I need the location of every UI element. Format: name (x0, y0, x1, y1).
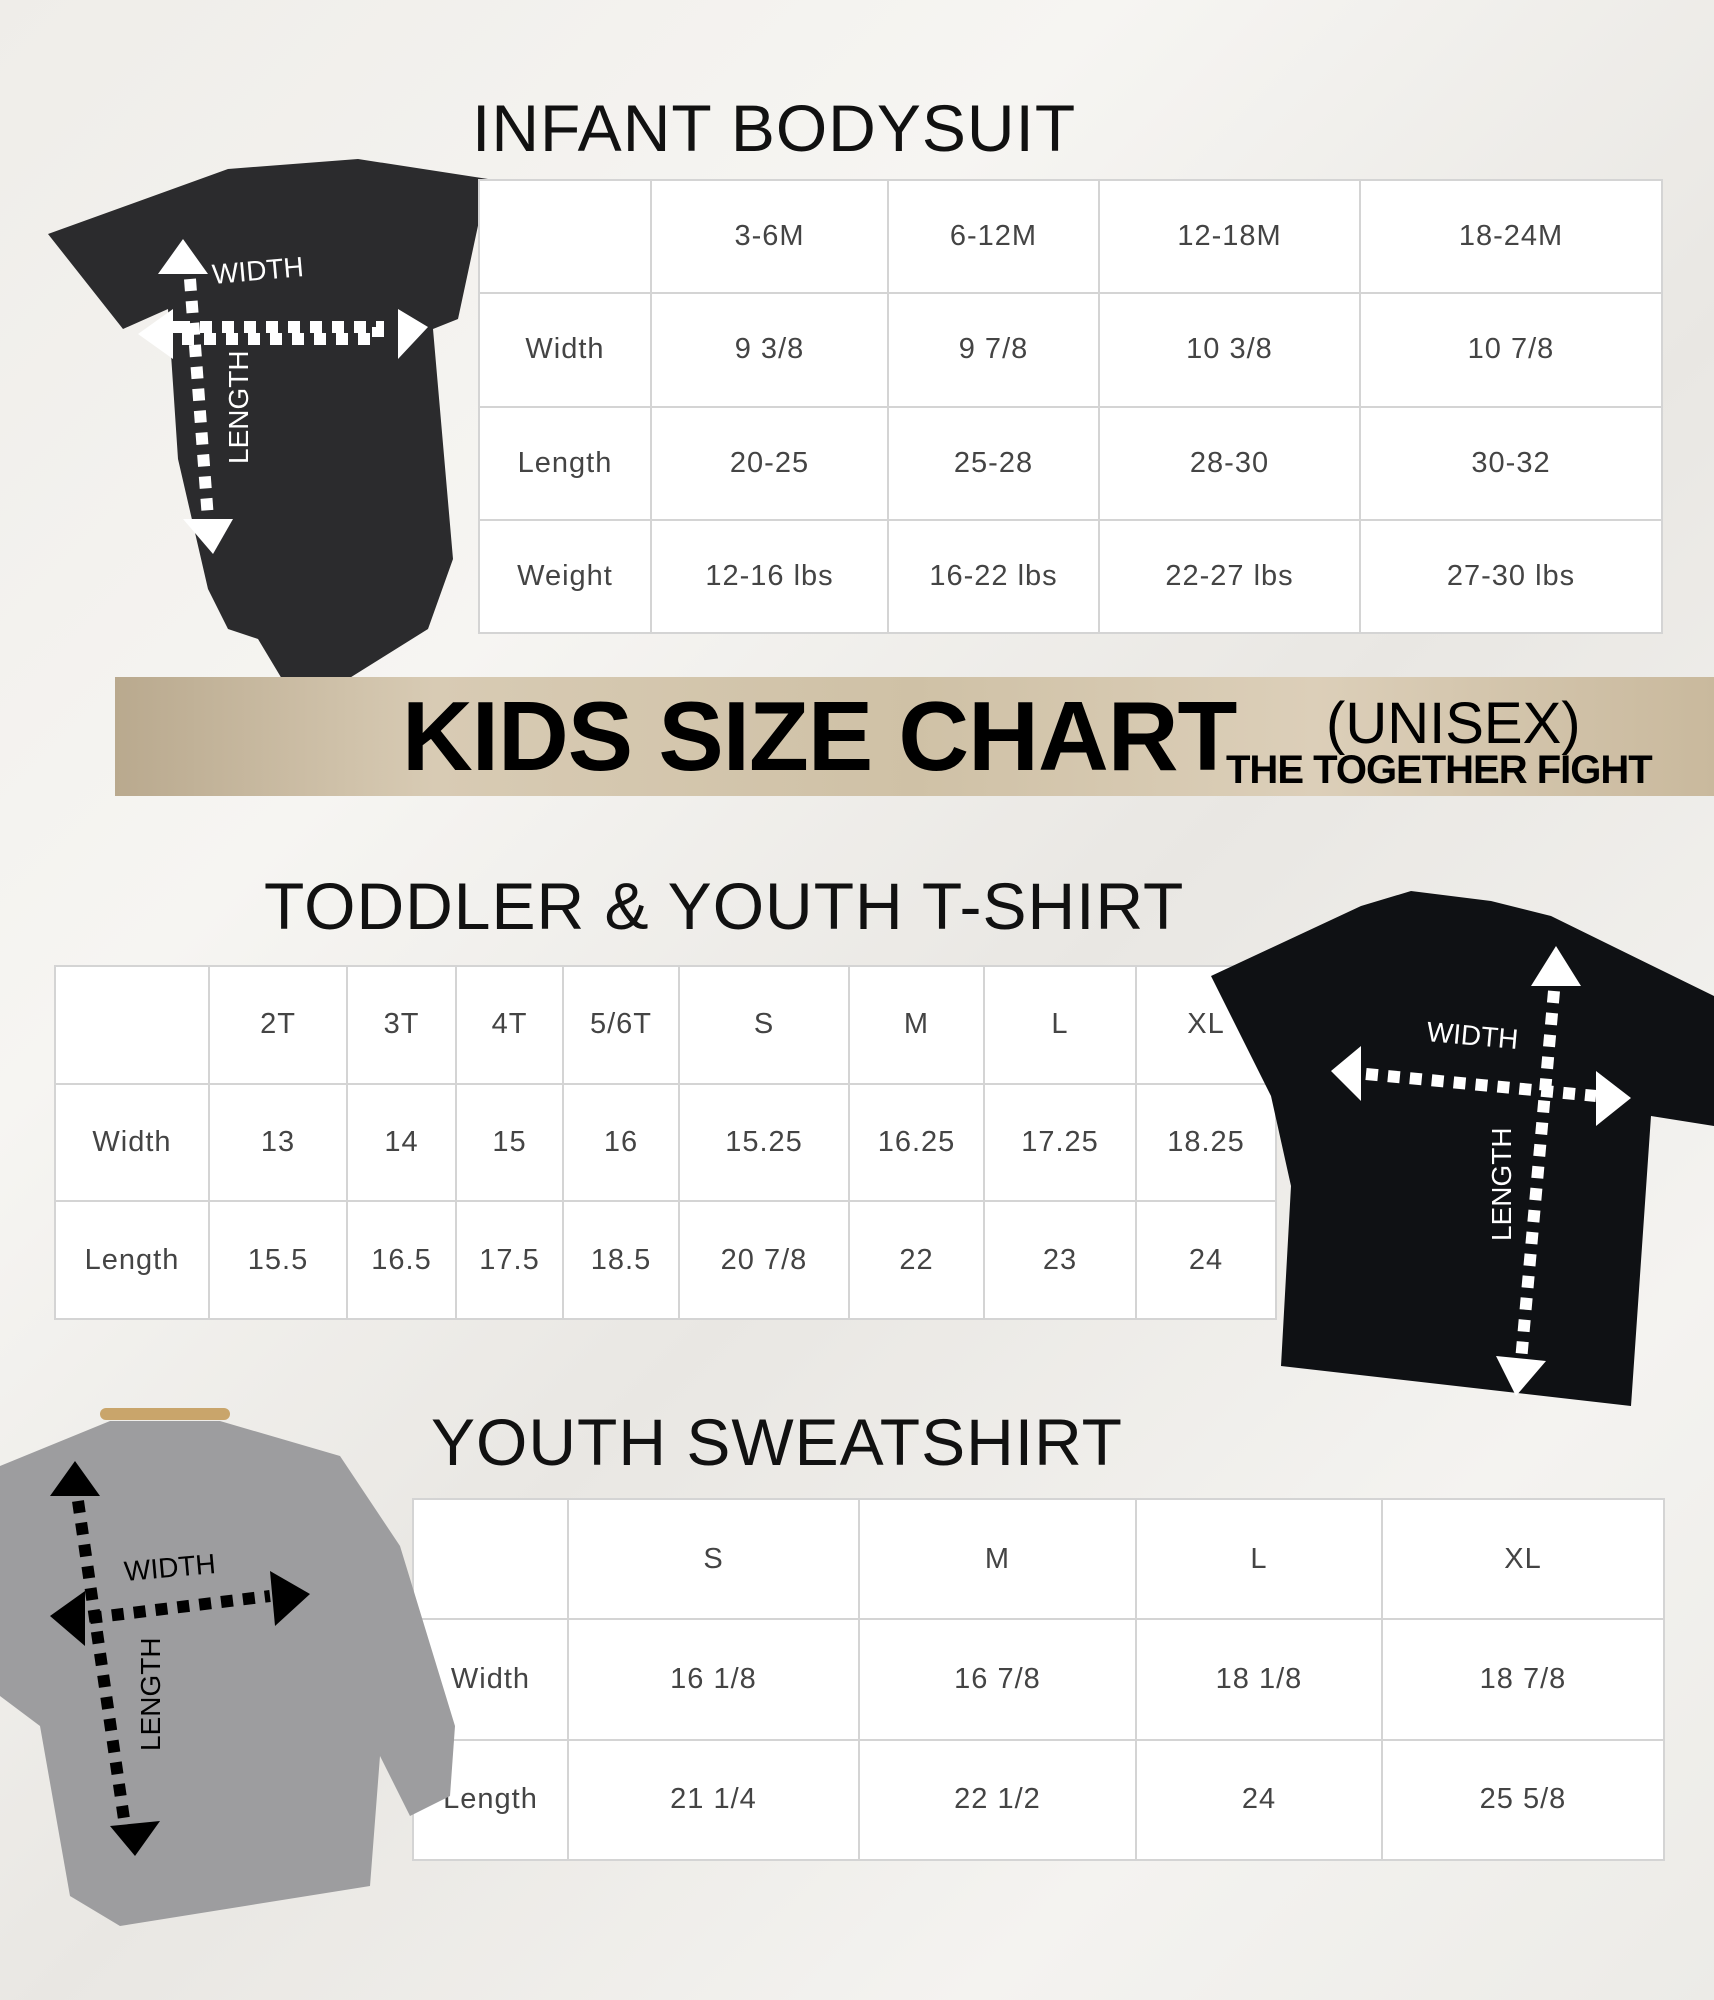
cell: 18.25 (1135, 1082, 1277, 1203)
sweatshirt-shape (0, 1421, 455, 1926)
cell: 21 1/4 (567, 1738, 860, 1862)
cell: 18 1/8 (1135, 1618, 1383, 1741)
hanger-icon (100, 1408, 230, 1420)
toddler-title: TODDLER & YOUTH T-SHIRT (264, 869, 1185, 943)
cell: 17.25 (983, 1082, 1137, 1203)
row-label: Length (54, 1200, 210, 1320)
sweatshirt-size-table: S M L XL Width 16 1/8 16 7/8 18 1/8 18 7… (412, 1497, 1665, 1862)
table-header-row: 2T 3T 4T 5/6T S M L XL (54, 965, 1277, 1085)
header-cell: 6-12M (887, 178, 1100, 295)
table-row: Weight 12-16 lbs 16-22 lbs 22-27 lbs 27-… (478, 518, 1663, 635)
row-label: Length (478, 405, 652, 521)
header-cell: M (858, 1497, 1137, 1621)
header-cell: XL (1381, 1497, 1665, 1621)
sweatshirt-image: WIDTH LENGTH (0, 1408, 455, 1926)
cell: 10 3/8 (1098, 292, 1361, 408)
cell: 22 1/2 (858, 1738, 1137, 1862)
cell: 25-28 (887, 405, 1100, 521)
row-label: Weight (478, 518, 652, 635)
cell: 12-16 lbs (650, 518, 889, 635)
header-cell: 2T (208, 965, 348, 1085)
header-cell: L (983, 965, 1137, 1085)
toddler-size-table: 2T 3T 4T 5/6T S M L XL Width 13 14 15 16… (54, 965, 1277, 1320)
header-cell: 18-24M (1359, 178, 1663, 295)
header-cell: 12-18M (1098, 178, 1361, 295)
cell: 15 (455, 1082, 564, 1203)
cell: 28-30 (1098, 405, 1361, 521)
header-cell: L (1135, 1497, 1383, 1621)
cell: 24 (1135, 1738, 1383, 1862)
table-row: Width 13 14 15 16 15.25 16.25 17.25 18.2… (54, 1082, 1277, 1203)
cell: 22 (848, 1200, 985, 1320)
cell: 16 1/8 (567, 1618, 860, 1741)
table-row: Width 16 1/8 16 7/8 18 1/8 18 7/8 (412, 1618, 1665, 1741)
length-label: LENGTH (223, 350, 254, 464)
infant-title: INFANT BODYSUIT (472, 91, 1077, 165)
banner-title: KIDS SIZE CHART (402, 681, 1237, 791)
cell: 20 7/8 (678, 1200, 850, 1320)
header-cell (478, 178, 652, 295)
cell: 22-27 lbs (1098, 518, 1361, 635)
cell: 9 7/8 (887, 292, 1100, 408)
header-cell: S (678, 965, 850, 1085)
table-row: Length 21 1/4 22 1/2 24 25 5/8 (412, 1738, 1665, 1862)
cell: 24 (1135, 1200, 1277, 1320)
cell: 14 (346, 1082, 457, 1203)
bodysuit-image: WIDTH LENGTH (48, 159, 488, 689)
row-label: Width (54, 1082, 210, 1203)
sweatshirt-title: YOUTH SWEATSHIRT (431, 1405, 1123, 1479)
row-label: Width (478, 292, 652, 408)
length-arrow-icon (158, 239, 233, 554)
header-cell: 3-6M (650, 178, 889, 295)
brand-name: THE TOGETHER FIGHT (1226, 748, 1653, 792)
cell: 9 3/8 (650, 292, 889, 408)
cell: 16-22 lbs (887, 518, 1100, 635)
cell: 17.5 (455, 1200, 564, 1320)
table-row: Width 9 3/8 9 7/8 10 3/8 10 7/8 (478, 292, 1663, 408)
header-cell (54, 965, 210, 1085)
cell: 15.25 (678, 1082, 850, 1203)
banner-subtitle: (UNISEX) (1326, 691, 1581, 756)
length-label: LENGTH (135, 1637, 166, 1751)
table-row: Length 20-25 25-28 28-30 30-32 (478, 405, 1663, 521)
width-arrow-icon (50, 1571, 310, 1646)
tshirt-shape (1211, 891, 1714, 1406)
cell: 15.5 (208, 1200, 348, 1320)
width-arrow-icon (1331, 1046, 1631, 1126)
length-label: LENGTH (1486, 1127, 1517, 1241)
width-arrow-icon (138, 309, 428, 359)
tshirt-image: WIDTH LENGTH (1211, 891, 1714, 1406)
cell: 16 7/8 (858, 1618, 1137, 1741)
cell: 10 7/8 (1359, 292, 1663, 408)
header-cell: 4T (455, 965, 564, 1085)
table-header-row: S M L XL (412, 1497, 1665, 1621)
cell: 16 (562, 1082, 680, 1203)
header-cell (412, 1497, 569, 1621)
banner-strip (115, 677, 1714, 796)
cell: 20-25 (650, 405, 889, 521)
length-arrow-icon (50, 1461, 160, 1856)
cell: 27-30 lbs (1359, 518, 1663, 635)
length-arrow-icon (1496, 946, 1581, 1396)
header-cell: S (567, 1497, 860, 1621)
cell: 23 (983, 1200, 1137, 1320)
table-header-row: 3-6M 6-12M 12-18M 18-24M (478, 178, 1663, 295)
bodysuit-shape (48, 159, 488, 689)
header-cell: 5/6T (562, 965, 680, 1085)
table-row: Length 15.5 16.5 17.5 18.5 20 7/8 22 23 … (54, 1200, 1277, 1320)
cell: 16.25 (848, 1082, 985, 1203)
cell: 18 7/8 (1381, 1618, 1665, 1741)
cell: 25 5/8 (1381, 1738, 1665, 1862)
cell: 13 (208, 1082, 348, 1203)
header-cell: 3T (346, 965, 457, 1085)
header-cell: M (848, 965, 985, 1085)
cell: 18.5 (562, 1200, 680, 1320)
cell: 16.5 (346, 1200, 457, 1320)
cell: 30-32 (1359, 405, 1663, 521)
infant-size-table: 3-6M 6-12M 12-18M 18-24M Width 9 3/8 9 7… (478, 178, 1663, 635)
